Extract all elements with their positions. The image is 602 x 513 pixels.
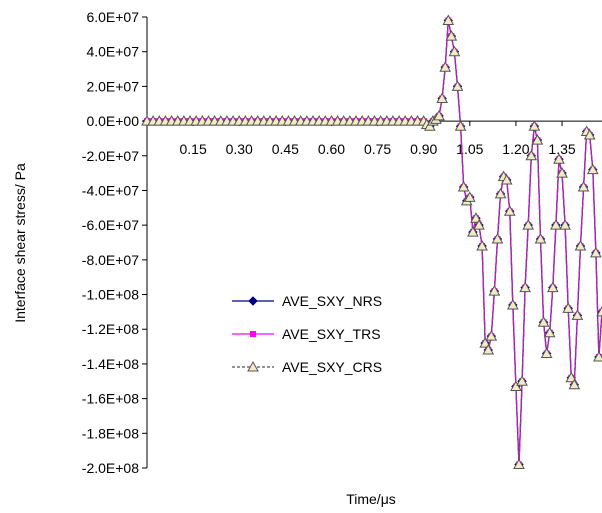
- data-point: [503, 205, 516, 216]
- series-line: [147, 20, 602, 465]
- y-axis-title: Interface shear stress/ Pa: [12, 163, 28, 323]
- x-tick-label: 0.60: [318, 141, 345, 157]
- y-tick-label: 2.0E+07: [86, 78, 139, 94]
- y-tick-label: -2.0E+07: [82, 148, 139, 164]
- x-tick-label: 0.75: [364, 141, 391, 157]
- data-point: [500, 174, 513, 185]
- data-point: [519, 281, 531, 293]
- data-point: [574, 239, 587, 251]
- x-axis-title: Time/μs: [346, 491, 396, 507]
- legend-marker: [250, 331, 256, 337]
- data-point: [470, 212, 482, 223]
- data-point: [467, 226, 479, 237]
- y-tick-label: -1.8E+08: [82, 425, 139, 441]
- data-point: [442, 14, 455, 25]
- y-axis-ticks: 6.0E+07 4.0E+07 2.0E+07 0.0E+00 -2.0E+07 -4.0…: [82, 9, 147, 476]
- data-point: [510, 380, 522, 391]
- data-point: [537, 316, 550, 327]
- data-point: [476, 239, 488, 251]
- data-point: [531, 134, 544, 145]
- x-tick-label: 1.20: [502, 141, 529, 157]
- data-point: [568, 378, 581, 390]
- data-point: [546, 281, 559, 293]
- data-point: [543, 326, 556, 338]
- data-point: [433, 109, 445, 121]
- legend-label: AVE_SXY_CRS: [282, 359, 382, 375]
- y-tick-label: -4.0E+07: [82, 182, 139, 198]
- x-tick-label: 1.35: [548, 141, 575, 157]
- x-axis-ticks: 0.15 0.30 0.45 0.60 0.75 0.90 1.05 1.20 1.35: [179, 121, 576, 157]
- data-point: [577, 180, 590, 192]
- data-point: [451, 80, 464, 91]
- plot-area: 6.0E+07 4.0E+07 2.0E+07 0.0E+00 -2.0E+07 -4.0…: [82, 9, 602, 476]
- series-AVE_SXY_NRS: [142, 15, 602, 470]
- data-point: [485, 330, 498, 341]
- data-point: [525, 149, 538, 161]
- data-point: [423, 120, 436, 131]
- data-point: [491, 233, 504, 244]
- data-point: [586, 163, 599, 175]
- y-tick-label: -6.0E+07: [82, 217, 139, 233]
- data-point: [540, 347, 553, 359]
- data-point: [593, 350, 602, 362]
- data-point: [556, 167, 568, 178]
- legend-marker: [247, 360, 259, 372]
- data-point: [528, 120, 541, 131]
- legend-item: AVE_SXY_NRS: [232, 293, 382, 309]
- series-layer: [141, 14, 602, 470]
- legend-label: AVE_SXY_NRS: [282, 293, 382, 309]
- data-point: [479, 337, 492, 348]
- data-point: [488, 285, 501, 296]
- data-point: [448, 45, 461, 57]
- y-tick-label: -1.0E+08: [82, 287, 139, 303]
- series-AVE_SXY_TRS: [144, 17, 602, 468]
- data-point: [457, 180, 470, 192]
- data-point: [522, 219, 535, 230]
- y-tick-label: -2.0E+08: [82, 460, 139, 476]
- data-point: [445, 30, 458, 41]
- data-point: [559, 219, 571, 230]
- data-point: [590, 246, 602, 258]
- data-point: [506, 298, 519, 310]
- data-point: [553, 153, 565, 164]
- series-AVE_SXY_CRS: [141, 14, 602, 470]
- data-point: [583, 128, 596, 140]
- x-tick-label: 0.90: [410, 141, 437, 157]
- x-tick-label: 0.45: [272, 141, 299, 157]
- legend-item: AVE_SXY_CRS: [232, 359, 382, 375]
- y-tick-label: -1.2E+08: [82, 321, 139, 337]
- y-tick-label: -8.0E+07: [82, 252, 139, 268]
- x-tick-label: 0.15: [179, 141, 206, 157]
- y-tick-label: 6.0E+07: [86, 9, 139, 25]
- y-tick-label: -1.6E+08: [82, 391, 139, 407]
- data-point: [596, 305, 602, 317]
- x-tick-label: 1.05: [456, 141, 483, 157]
- data-point: [550, 219, 562, 230]
- data-point: [454, 120, 467, 131]
- x-tick-label: 0.30: [226, 141, 253, 157]
- legend-label: AVE_SXY_TRS: [282, 326, 381, 342]
- y-tick-label: 0.0E+00: [86, 113, 139, 129]
- legend-marker: [248, 296, 258, 306]
- data-point: [534, 233, 547, 244]
- data-point: [562, 302, 575, 313]
- y-tick-label: 4.0E+07: [86, 44, 139, 60]
- data-point: [571, 309, 584, 320]
- series-line: [147, 20, 602, 465]
- legend-item: AVE_SXY_TRS: [232, 326, 381, 342]
- data-point: [513, 458, 525, 470]
- data-point: [439, 61, 452, 72]
- data-point: [494, 187, 507, 199]
- data-point: [473, 219, 485, 230]
- data-point: [463, 191, 476, 202]
- series-line: [147, 20, 602, 465]
- data-point: [436, 92, 448, 104]
- legend: AVE_SXY_NRS AVE_SXY_TRS AVE_SXY_CRS: [232, 293, 382, 375]
- data-point: [565, 371, 578, 383]
- data-point: [516, 375, 528, 386]
- data-point: [482, 344, 495, 355]
- y-tick-label: -1.4E+08: [82, 356, 139, 372]
